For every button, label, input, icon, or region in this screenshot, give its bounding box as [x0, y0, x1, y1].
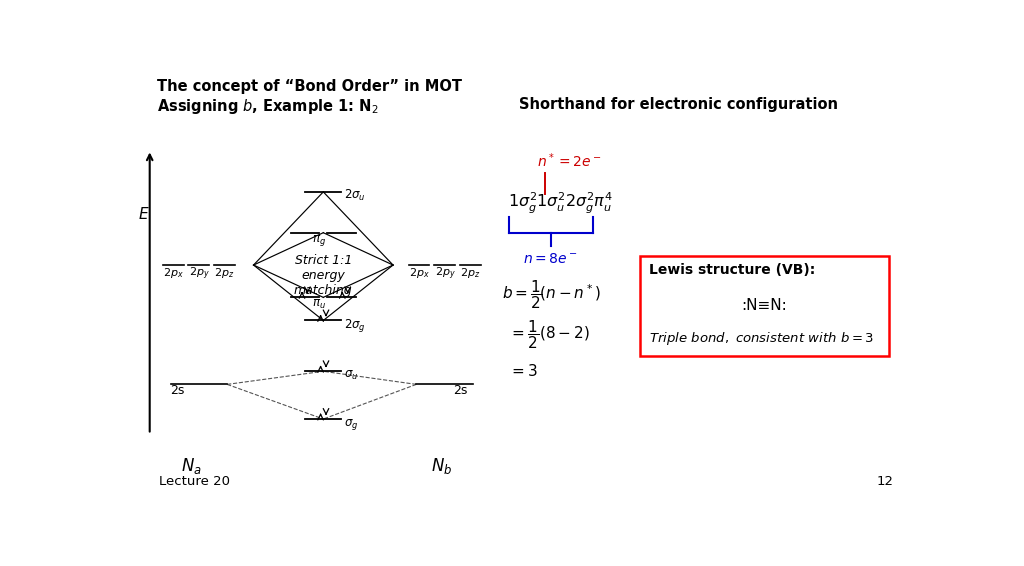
Text: $2\sigma_g$: $2\sigma_g$ — [344, 316, 366, 333]
Text: $2p_x$: $2p_x$ — [409, 266, 430, 280]
Text: $n^* = 2e^-$: $n^* = 2e^-$ — [538, 152, 602, 170]
Text: $2p_z$: $2p_z$ — [460, 266, 480, 280]
Text: Lecture 20: Lecture 20 — [159, 475, 230, 488]
Text: $2p_z$: $2p_z$ — [214, 266, 234, 280]
Text: $1\sigma_g^2 1\sigma_u^2 2\sigma_g^2 \pi_u^4$: $1\sigma_g^2 1\sigma_u^2 2\sigma_g^2 \pi… — [508, 191, 612, 216]
Text: $\pi_g$: $\pi_g$ — [311, 233, 326, 248]
Text: $b=\dfrac{1}{2}\!\left(n-n^*\right)$: $b=\dfrac{1}{2}\!\left(n-n^*\right)$ — [502, 278, 600, 311]
Text: $N_a$: $N_a$ — [181, 456, 202, 477]
Text: 2s: 2s — [453, 384, 467, 397]
Text: $n = 8e^-$: $n = 8e^-$ — [523, 252, 579, 266]
Text: $2p_y$: $2p_y$ — [188, 265, 210, 282]
Text: Assigning $\mathit{b}$, Example 1: N$_2$: Assigning $\mathit{b}$, Example 1: N$_2$ — [158, 97, 379, 116]
Text: $\sigma_u$: $\sigma_u$ — [344, 369, 358, 382]
Text: Lewis structure (VB):: Lewis structure (VB): — [649, 264, 815, 277]
Text: The concept of “Bond Order” in MOT: The concept of “Bond Order” in MOT — [158, 79, 463, 94]
Text: $2p_y$: $2p_y$ — [434, 265, 456, 282]
Text: $\mathit{Triple\ bond,\ consistent\ with\ }b = 3$: $\mathit{Triple\ bond,\ consistent\ with… — [649, 329, 873, 346]
Text: :N≡N:: :N≡N: — [741, 298, 787, 314]
Text: $2p_x$: $2p_x$ — [163, 266, 184, 280]
Text: $2\sigma_u$: $2\sigma_u$ — [344, 188, 366, 203]
Text: $\sigma_g$: $\sigma_g$ — [344, 417, 358, 432]
Text: $N_b$: $N_b$ — [431, 456, 453, 477]
Text: 12: 12 — [877, 475, 894, 488]
Text: $=\dfrac{1}{2}(8-2)$: $=\dfrac{1}{2}(8-2)$ — [509, 318, 590, 351]
FancyBboxPatch shape — [640, 256, 889, 356]
Text: 2s: 2s — [170, 384, 184, 397]
Text: E: E — [138, 208, 148, 222]
Text: $\pi_u$: $\pi_u$ — [311, 298, 326, 311]
Text: $=3$: $=3$ — [509, 363, 539, 379]
Text: Strict 1:1
energy
matching: Strict 1:1 energy matching — [294, 254, 352, 297]
Text: Shorthand for electronic configuration: Shorthand for electronic configuration — [519, 97, 839, 112]
